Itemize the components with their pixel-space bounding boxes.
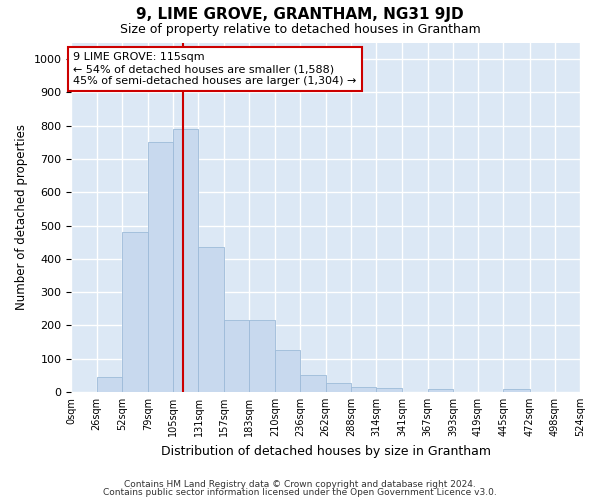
Bar — [199, 247, 224, 392]
Bar — [428, 390, 453, 392]
Bar — [173, 129, 199, 392]
Bar — [249, 320, 275, 392]
Text: Contains public sector information licensed under the Open Government Licence v3: Contains public sector information licen… — [103, 488, 497, 497]
Bar — [97, 377, 122, 392]
X-axis label: Distribution of detached houses by size in Grantham: Distribution of detached houses by size … — [161, 444, 491, 458]
Bar — [224, 320, 249, 392]
Text: 9 LIME GROVE: 115sqm
← 54% of detached houses are smaller (1,588)
45% of semi-de: 9 LIME GROVE: 115sqm ← 54% of detached h… — [73, 52, 356, 86]
Bar — [351, 387, 376, 392]
Bar — [503, 390, 530, 392]
Bar — [122, 232, 148, 392]
Bar — [326, 382, 351, 392]
Bar — [275, 350, 301, 392]
Text: Contains HM Land Registry data © Crown copyright and database right 2024.: Contains HM Land Registry data © Crown c… — [124, 480, 476, 489]
Bar — [301, 376, 326, 392]
Text: 9, LIME GROVE, GRANTHAM, NG31 9JD: 9, LIME GROVE, GRANTHAM, NG31 9JD — [136, 8, 464, 22]
Bar — [376, 388, 403, 392]
Y-axis label: Number of detached properties: Number of detached properties — [15, 124, 28, 310]
Text: Size of property relative to detached houses in Grantham: Size of property relative to detached ho… — [119, 22, 481, 36]
Bar — [148, 142, 173, 392]
